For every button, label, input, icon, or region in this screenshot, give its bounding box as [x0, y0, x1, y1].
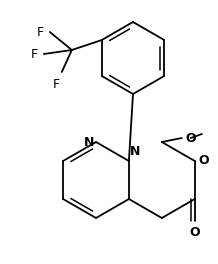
Text: F: F [53, 78, 60, 91]
Text: F: F [31, 48, 38, 60]
Text: F: F [37, 26, 44, 39]
Text: N: N [84, 135, 94, 148]
Text: O: O [186, 131, 196, 144]
Text: O: O [189, 226, 200, 239]
Text: O: O [199, 154, 209, 167]
Text: N: N [130, 145, 140, 158]
